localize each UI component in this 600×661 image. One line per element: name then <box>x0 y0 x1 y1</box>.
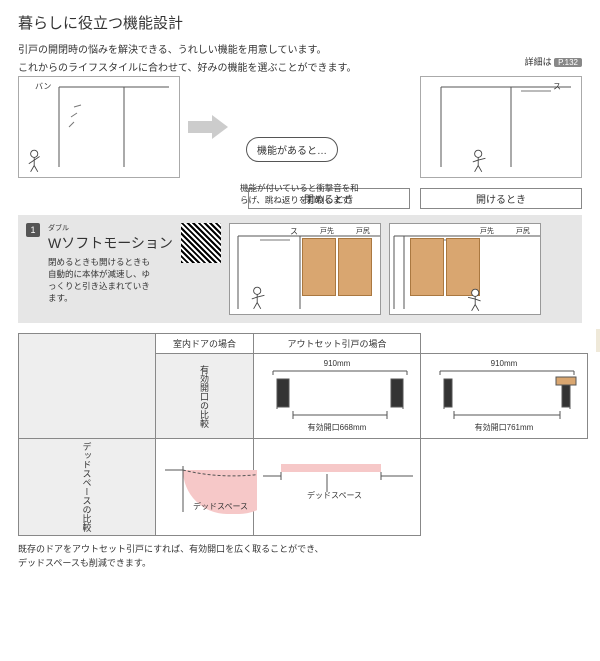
page-title: 暮らしに役立つ機能設計 <box>18 12 582 33</box>
feature-text: 閉めるときも開けるときも自動的に本体が減速し、ゆっくりと引き込まれていきます。 <box>48 257 158 305</box>
diagram-door-opening: 910mm 有効開口668mm <box>257 357 417 435</box>
label-open: 開けるとき <box>420 188 582 209</box>
dim-eff-2: 有効開口761mm <box>475 422 534 433</box>
feature-title-block: ダブル Wソフトモーション 閉めるときも開けるときも自動的に本体が減速し、ゆっく… <box>48 223 173 305</box>
row-header-1: 有効開口の比較 <box>156 354 254 439</box>
panel-before: バン <box>18 76 180 178</box>
caption-text: 機能が付いていると衝撃音を和らげ、跳ね返りを抑制します。 <box>240 183 360 207</box>
panel-after: ス <box>420 76 582 178</box>
illustration-row: バン 機能があると… 機能が付いていると衝撃音を和らげ、跳ね返りを抑制します。 … <box>18 76 582 178</box>
arrow-icon <box>188 115 228 139</box>
hand-orientation: 左勝手（L） 右勝手（R） <box>596 329 600 399</box>
diagram-slide-deadspace: デッドスペース <box>257 458 417 516</box>
detail-label: 詳細は <box>525 57 552 67</box>
diagram-door-deadspace: デッドスペース <box>159 458 250 516</box>
tag-2: 戸尻 <box>356 226 370 236</box>
feature-ruby: ダブル <box>48 223 173 233</box>
diagram-slide-opening: 910mm 有効開口761mm <box>424 357 584 435</box>
col-header-1: 室内ドアの場合 <box>156 334 254 354</box>
left-hand-box: 左勝手（L） <box>596 329 600 352</box>
tag-4: 戸尻 <box>516 226 530 236</box>
qr-code[interactable] <box>181 223 221 263</box>
col-header-2: アウトセット引戸の場合 <box>254 334 421 354</box>
feature-panel-open: 戸先 戸尻 <box>389 223 541 315</box>
feature-name: Wソフトモーション <box>48 235 173 251</box>
motion-label: ス <box>290 226 298 237</box>
feature-panel-close: ス 戸先 戸尻 <box>229 223 381 315</box>
footnote-2: デッドスペースも削減できます。 <box>18 556 582 570</box>
speech-balloon: 機能があると… <box>246 137 338 162</box>
dead-label-1: デッドスペース <box>193 501 248 512</box>
page-ref-button[interactable]: P.132 <box>554 58 582 67</box>
motion-text-2: ス <box>553 81 561 92</box>
feature-row: 1 ダブル Wソフトモーション 閉めるときも開けるときも自動的に本体が減速し、ゆ… <box>18 215 582 323</box>
dim-eff-1: 有効開口668mm <box>308 422 367 433</box>
left-hand-diagram <box>596 356 600 399</box>
comparison-table: 室内ドアの場合 アウトセット引戸の場合 有効開口の比較 910mm 有効開口66… <box>18 333 588 536</box>
footnote-1: 既存のドアをアウトセット引戸にすれば、有効開口を広く取ることができ、 <box>18 542 582 556</box>
tag-1: 戸先 <box>320 226 334 236</box>
dim-total-2: 910mm <box>491 359 518 368</box>
footnote: 既存のドアをアウトセット引戸にすれば、有効開口を広く取ることができ、 デッドスペ… <box>18 542 582 571</box>
dim-total-1: 910mm <box>324 359 351 368</box>
motion-text: バン <box>35 81 51 92</box>
row-header-2: デッドスペースの比較 <box>19 439 156 536</box>
tag-3: 戸先 <box>480 226 494 236</box>
dead-label-2: デッドスペース <box>307 490 362 501</box>
feature-number: 1 <box>26 223 40 237</box>
